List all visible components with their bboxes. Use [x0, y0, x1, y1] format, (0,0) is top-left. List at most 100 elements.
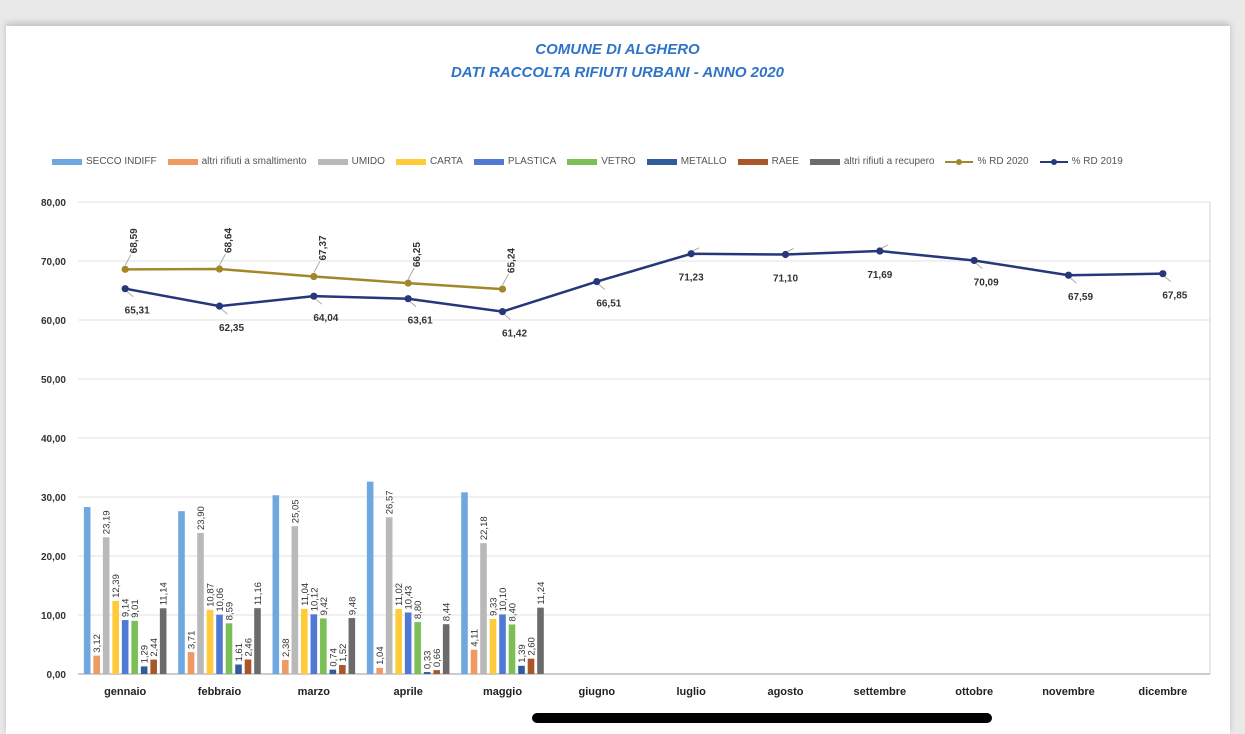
bar	[197, 532, 204, 674]
leader-line	[124, 254, 132, 266]
bar	[131, 620, 138, 674]
chart-subtitle: DATI RACCOLTA RIFIUTI URBANI - ANNO 2020	[450, 64, 785, 81]
bar	[187, 652, 195, 674]
bar	[489, 618, 497, 674]
bar-data-label: 9,01	[130, 599, 141, 618]
x-tick-label: dicembre	[1138, 686, 1187, 698]
y-tick-label: 0,00	[47, 670, 67, 681]
bar	[433, 670, 440, 674]
bar-data-label: 25,05	[290, 499, 301, 523]
legend-item: altri rifiuti a recupero	[809, 156, 934, 167]
bar	[272, 495, 280, 674]
y-tick-label: 10,00	[41, 611, 66, 622]
bar-data-label: 8,80	[413, 601, 424, 620]
bar-data-label: 1,39	[517, 644, 528, 663]
legend-item: VETRO	[567, 156, 636, 167]
legend-label: RAEE	[771, 156, 799, 167]
line-point	[876, 247, 884, 255]
legend-item: UMIDO	[317, 156, 385, 167]
leader-line	[502, 273, 509, 286]
line-point	[215, 265, 224, 273]
bar	[301, 608, 308, 674]
home-indicator[interactable]	[532, 713, 992, 723]
y-tick-label: 40,00	[41, 434, 66, 445]
legend-item: RAEE	[737, 156, 799, 167]
legend-swatch	[1039, 158, 1068, 165]
bar	[442, 624, 450, 674]
bar-data-label: 2,44	[149, 638, 160, 657]
leader-line	[787, 248, 794, 252]
bar	[366, 481, 374, 674]
bar-data-label: 0,66	[432, 649, 443, 668]
bar	[508, 624, 516, 674]
leader-line	[1070, 277, 1077, 284]
bar-data-label: 2,38	[281, 638, 292, 657]
bar	[404, 612, 412, 674]
bar	[537, 607, 544, 674]
bar-data-label: 11,04	[300, 583, 311, 606]
leader-line	[692, 247, 700, 252]
bar	[216, 614, 223, 674]
line-point	[404, 295, 412, 303]
bar	[225, 623, 233, 674]
bar-data-label: 10,87	[206, 583, 217, 607]
bar	[291, 526, 299, 674]
bar-data-label: 4,11	[470, 629, 481, 647]
bar	[178, 511, 185, 674]
line-point	[310, 272, 318, 281]
bar-data-label: 0,33	[423, 651, 434, 670]
line-data-label: 65,31	[125, 306, 150, 317]
legend-swatch	[52, 158, 82, 165]
legend-swatch	[317, 158, 348, 165]
bar	[470, 649, 478, 674]
line-point	[498, 285, 507, 293]
bar	[527, 658, 535, 674]
bar	[395, 608, 402, 674]
bar	[244, 659, 252, 674]
leader-line	[313, 261, 321, 273]
line-point	[310, 292, 318, 300]
bar	[140, 666, 148, 674]
bar	[499, 614, 506, 674]
legend-swatch	[567, 158, 598, 165]
bar	[93, 655, 100, 674]
bar	[339, 665, 346, 674]
legend-label: SECCO INDIFF	[86, 156, 157, 167]
line-data-label: 71,10	[773, 274, 798, 285]
bar	[282, 659, 289, 674]
bar	[329, 669, 337, 674]
bar-data-label: 10,10	[498, 588, 509, 612]
bar	[121, 620, 129, 674]
leader-line	[598, 284, 606, 290]
legend-swatch	[473, 158, 504, 165]
x-tick-label: settembre	[854, 686, 907, 698]
line-point	[215, 302, 224, 310]
line-point	[498, 308, 507, 316]
leader-line	[219, 253, 226, 266]
bar	[480, 543, 487, 674]
y-tick-label: 60,00	[41, 316, 66, 327]
bar-data-label: 22,18	[479, 516, 490, 540]
y-tick-label: 20,00	[41, 552, 66, 563]
bar	[461, 492, 468, 674]
x-tick-label: luglio	[677, 686, 707, 698]
line-point	[970, 256, 978, 265]
legend-swatch	[167, 158, 198, 165]
bar-data-label: 1,52	[338, 644, 349, 663]
bar-data-label: 10,06	[215, 588, 226, 612]
legend-label: METALLO	[680, 156, 727, 167]
bar-data-label: 8,59	[225, 602, 236, 621]
legend-item: CARTA	[395, 156, 463, 167]
series-line	[124, 249, 1163, 313]
bar-data-label: 2,60	[527, 637, 538, 656]
bar	[414, 622, 421, 674]
bar-data-label: 3,12	[92, 634, 103, 653]
x-tick-label: agosto	[767, 686, 803, 698]
leader-line	[315, 298, 323, 305]
x-tick-label: aprile	[393, 686, 422, 698]
line-data-label: 66,25	[412, 242, 423, 267]
line-data-label: 63,61	[408, 316, 433, 327]
legend-label: UMIDO	[351, 156, 385, 167]
line-data-label: 71,23	[679, 273, 704, 284]
